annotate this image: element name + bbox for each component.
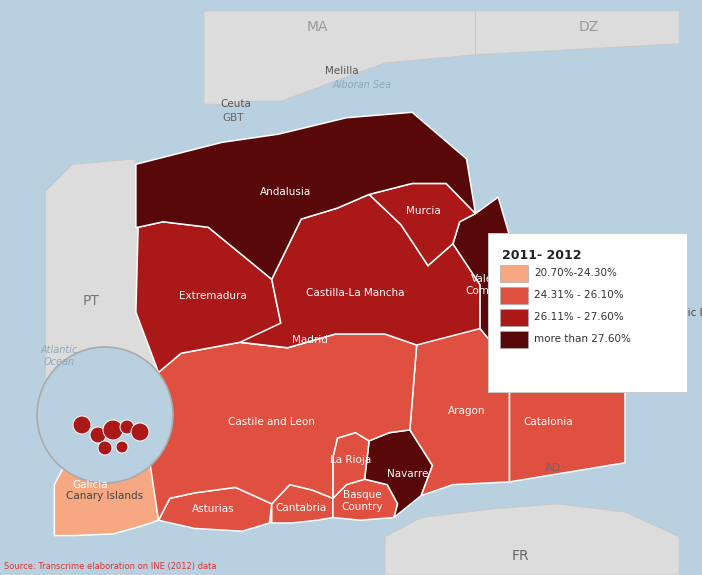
Polygon shape (333, 432, 369, 499)
FancyBboxPatch shape (488, 233, 687, 392)
Bar (500, 309, 528, 325)
Circle shape (90, 427, 106, 443)
Polygon shape (333, 479, 397, 520)
Text: Ceuta: Ceuta (220, 99, 251, 109)
Text: Castilla-La Mancha: Castilla-La Mancha (306, 288, 405, 298)
Polygon shape (281, 315, 349, 348)
Text: Aragon: Aragon (448, 406, 485, 416)
Text: Balearic Sea: Balearic Sea (545, 324, 606, 334)
Polygon shape (410, 328, 510, 496)
Polygon shape (136, 112, 475, 279)
Text: Madrid: Madrid (292, 335, 328, 344)
Text: Alboran Sea: Alboran Sea (333, 80, 392, 90)
Circle shape (131, 423, 149, 441)
Polygon shape (475, 11, 680, 55)
Text: FR: FR (512, 549, 529, 563)
Text: AD: AD (545, 463, 562, 473)
Polygon shape (46, 159, 159, 441)
Text: DZ: DZ (578, 20, 599, 34)
Text: Basque
Country: Basque Country (341, 490, 383, 512)
Text: PT: PT (82, 294, 99, 308)
Bar (500, 331, 528, 347)
Text: Cantabria: Cantabria (276, 503, 327, 513)
Text: Navarre: Navarre (387, 469, 428, 479)
Text: La Rioja: La Rioja (331, 455, 371, 465)
Text: Asturias: Asturias (192, 504, 234, 514)
Polygon shape (272, 485, 333, 523)
Polygon shape (453, 197, 534, 364)
Text: Atlantic
Ocean: Atlantic Ocean (40, 345, 77, 367)
Text: Galicia: Galicia (73, 480, 108, 490)
Text: 20.70%-24.30%: 20.70%-24.30% (534, 268, 617, 278)
Text: Source: Transcrime elaboration on INE (2012) data: Source: Transcrime elaboration on INE (2… (4, 562, 216, 571)
Text: GBT: GBT (223, 113, 244, 122)
Polygon shape (510, 356, 625, 482)
Polygon shape (240, 194, 480, 348)
Circle shape (103, 420, 123, 440)
Text: 2011- 2012: 2011- 2012 (502, 249, 581, 262)
Polygon shape (364, 430, 432, 518)
Text: Murcia: Murcia (406, 206, 441, 216)
Circle shape (116, 441, 128, 453)
Polygon shape (54, 430, 170, 535)
Text: Canary Islands: Canary Islands (67, 491, 144, 501)
Text: 26.11% - 27.60%: 26.11% - 27.60% (534, 312, 623, 322)
Bar (500, 264, 528, 282)
Circle shape (622, 310, 642, 330)
Circle shape (589, 298, 611, 321)
Polygon shape (385, 504, 680, 575)
Polygon shape (136, 222, 288, 373)
Text: Valencian
Community: Valencian Community (465, 274, 526, 296)
Text: MA: MA (306, 20, 328, 34)
Text: Castile and Leon: Castile and Leon (228, 417, 315, 427)
Text: Andalusia: Andalusia (260, 187, 311, 197)
Circle shape (98, 441, 112, 455)
Text: more than 27.60%: more than 27.60% (534, 334, 631, 344)
Polygon shape (204, 11, 475, 105)
Circle shape (604, 297, 614, 308)
Circle shape (120, 420, 134, 434)
Circle shape (37, 347, 173, 483)
Polygon shape (369, 183, 475, 266)
Polygon shape (145, 334, 417, 520)
Polygon shape (159, 488, 272, 531)
Text: Melilla: Melilla (325, 66, 359, 76)
Text: Balearic Islands: Balearic Islands (654, 308, 702, 318)
Circle shape (608, 305, 624, 321)
Text: 24.31% - 26.10%: 24.31% - 26.10% (534, 290, 623, 300)
Bar (500, 286, 528, 304)
Text: Catalonia: Catalonia (523, 417, 573, 427)
Text: Extremadura: Extremadura (179, 291, 246, 301)
Circle shape (73, 416, 91, 434)
